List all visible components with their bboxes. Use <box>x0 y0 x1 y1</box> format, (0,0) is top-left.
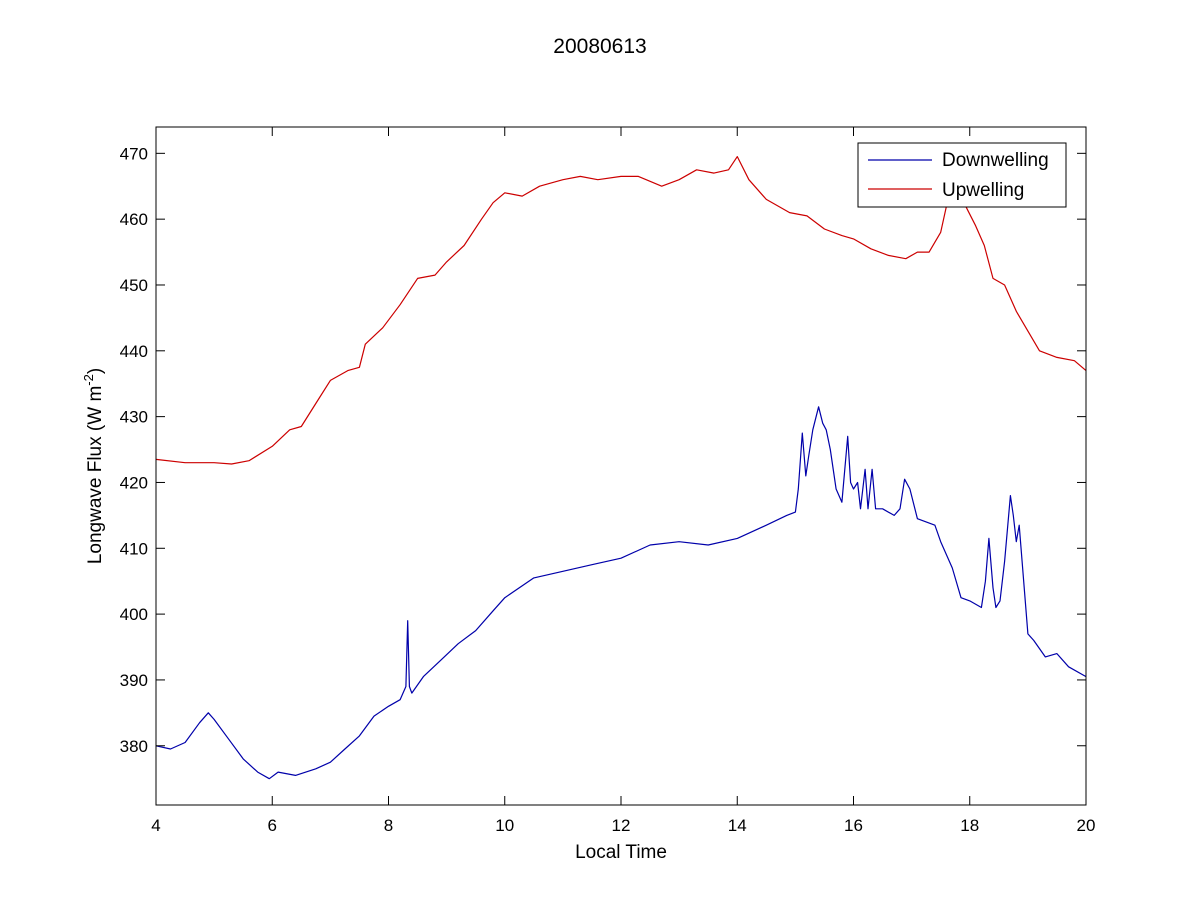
x-tick-label: 4 <box>151 816 160 835</box>
y-tick-label: 420 <box>120 473 148 492</box>
y-axis-label: Longwave Flux (W m-2) <box>81 368 106 564</box>
legend: Downwelling Upwelling <box>857 142 1067 208</box>
y-tick-label: 460 <box>120 210 148 229</box>
x-tick-label: 16 <box>844 816 863 835</box>
y-tick-label: 380 <box>120 737 148 756</box>
x-tick-label: 12 <box>612 816 631 835</box>
y-tick-label: 470 <box>120 144 148 163</box>
series-line-downwelling <box>155 406 1087 780</box>
y-axis: 380 390 400 410 420 430 440 450 460 470 <box>120 144 1086 756</box>
x-tick-label: 10 <box>495 816 514 835</box>
y-axis-label-main: Longwave Flux (W m <box>85 386 106 564</box>
x-tick-label: 6 <box>268 816 277 835</box>
y-tick-label: 410 <box>120 539 148 558</box>
x-tick-label: 8 <box>384 816 393 835</box>
chart-title: 20080613 <box>553 35 646 58</box>
x-axis-label: Local Time <box>575 842 667 863</box>
y-tick-label: 430 <box>120 408 148 427</box>
legend-label-upwelling: Upwelling <box>942 180 1024 201</box>
x-tick-label: 14 <box>728 816 747 835</box>
y-axis-label-superscript: -2 <box>81 374 96 386</box>
x-tick-label: 20 <box>1077 816 1096 835</box>
legend-label-downwelling: Downwelling <box>942 150 1049 171</box>
x-axis: 4 6 8 10 12 14 16 18 20 <box>151 127 1095 835</box>
y-axis-label-suffix: ) <box>85 368 106 374</box>
y-tick-label: 400 <box>120 605 148 624</box>
y-tick-label: 440 <box>120 342 148 361</box>
x-tick-label: 18 <box>960 816 979 835</box>
y-tick-label: 390 <box>120 671 148 690</box>
y-tick-label: 450 <box>120 276 148 295</box>
legend-box <box>857 142 1067 208</box>
plot-area <box>156 127 1086 805</box>
